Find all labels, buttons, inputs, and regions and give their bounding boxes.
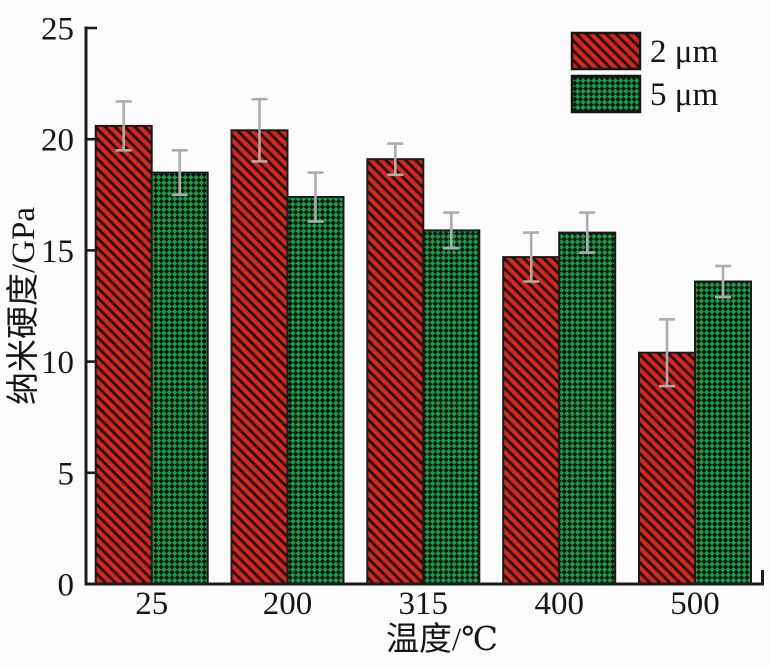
bar-5um-200: [286, 196, 345, 585]
bar-5um-400: [558, 231, 617, 585]
legend-swatch-2um: [570, 31, 642, 71]
x-tick-label-400: 400: [534, 586, 584, 622]
x-tick-label-500: 500: [670, 586, 720, 622]
error-bar-2um-400: [523, 231, 540, 283]
error-bar-2um-25: [115, 100, 132, 152]
error-bar-2um-315: [387, 142, 404, 177]
y-tick-label-5: 5: [58, 456, 75, 492]
y-tick-label-20: 20: [41, 123, 74, 159]
bar-5um-25: [150, 171, 209, 585]
bar-2um-400: [502, 256, 561, 585]
legend: 2 μm 5 μm: [570, 31, 718, 114]
bar-5um-315: [422, 229, 481, 585]
bar-2um-315: [366, 158, 425, 585]
y-tick-label-10: 10: [41, 345, 74, 381]
error-bar-5um-500: [715, 264, 731, 299]
error-bar-5um-315: [443, 211, 460, 250]
y-tick-label-25: 25: [41, 12, 74, 48]
error-bar-5um-400: [579, 211, 596, 254]
y-tick-label-0: 0: [58, 568, 75, 604]
x-tick-label-25: 25: [135, 586, 168, 622]
error-bar-2um-200: [251, 97, 268, 163]
y-axis-title: 纳米硬度/GPa: [5, 207, 42, 405]
tick-labels-layer: 0 5 10 15 20 25 25 200 315 400 500: [41, 12, 720, 623]
error-bar-5um-25: [171, 149, 188, 197]
bar-2um-200: [230, 129, 289, 586]
legend-label-2um: 2 μm: [650, 34, 718, 70]
x-tick-label-315: 315: [399, 586, 449, 622]
bar-2um-500: [638, 351, 696, 586]
y-tick-label-15: 15: [41, 234, 74, 270]
legend-label-5um: 5 μm: [650, 77, 718, 113]
error-bar-2um-500: [659, 317, 675, 388]
bar-2um-25: [94, 124, 153, 586]
bars-layer: [94, 124, 752, 586]
bar-5um-500: [694, 280, 752, 585]
axes-layer: [84, 26, 764, 586]
error-bar-5um-200: [307, 171, 324, 223]
legend-swatch-5um: [570, 74, 642, 114]
error-bars-layer: [115, 97, 731, 388]
x-axis-title: 温度/℃: [386, 621, 498, 658]
x-tick-label-200: 200: [263, 586, 313, 622]
